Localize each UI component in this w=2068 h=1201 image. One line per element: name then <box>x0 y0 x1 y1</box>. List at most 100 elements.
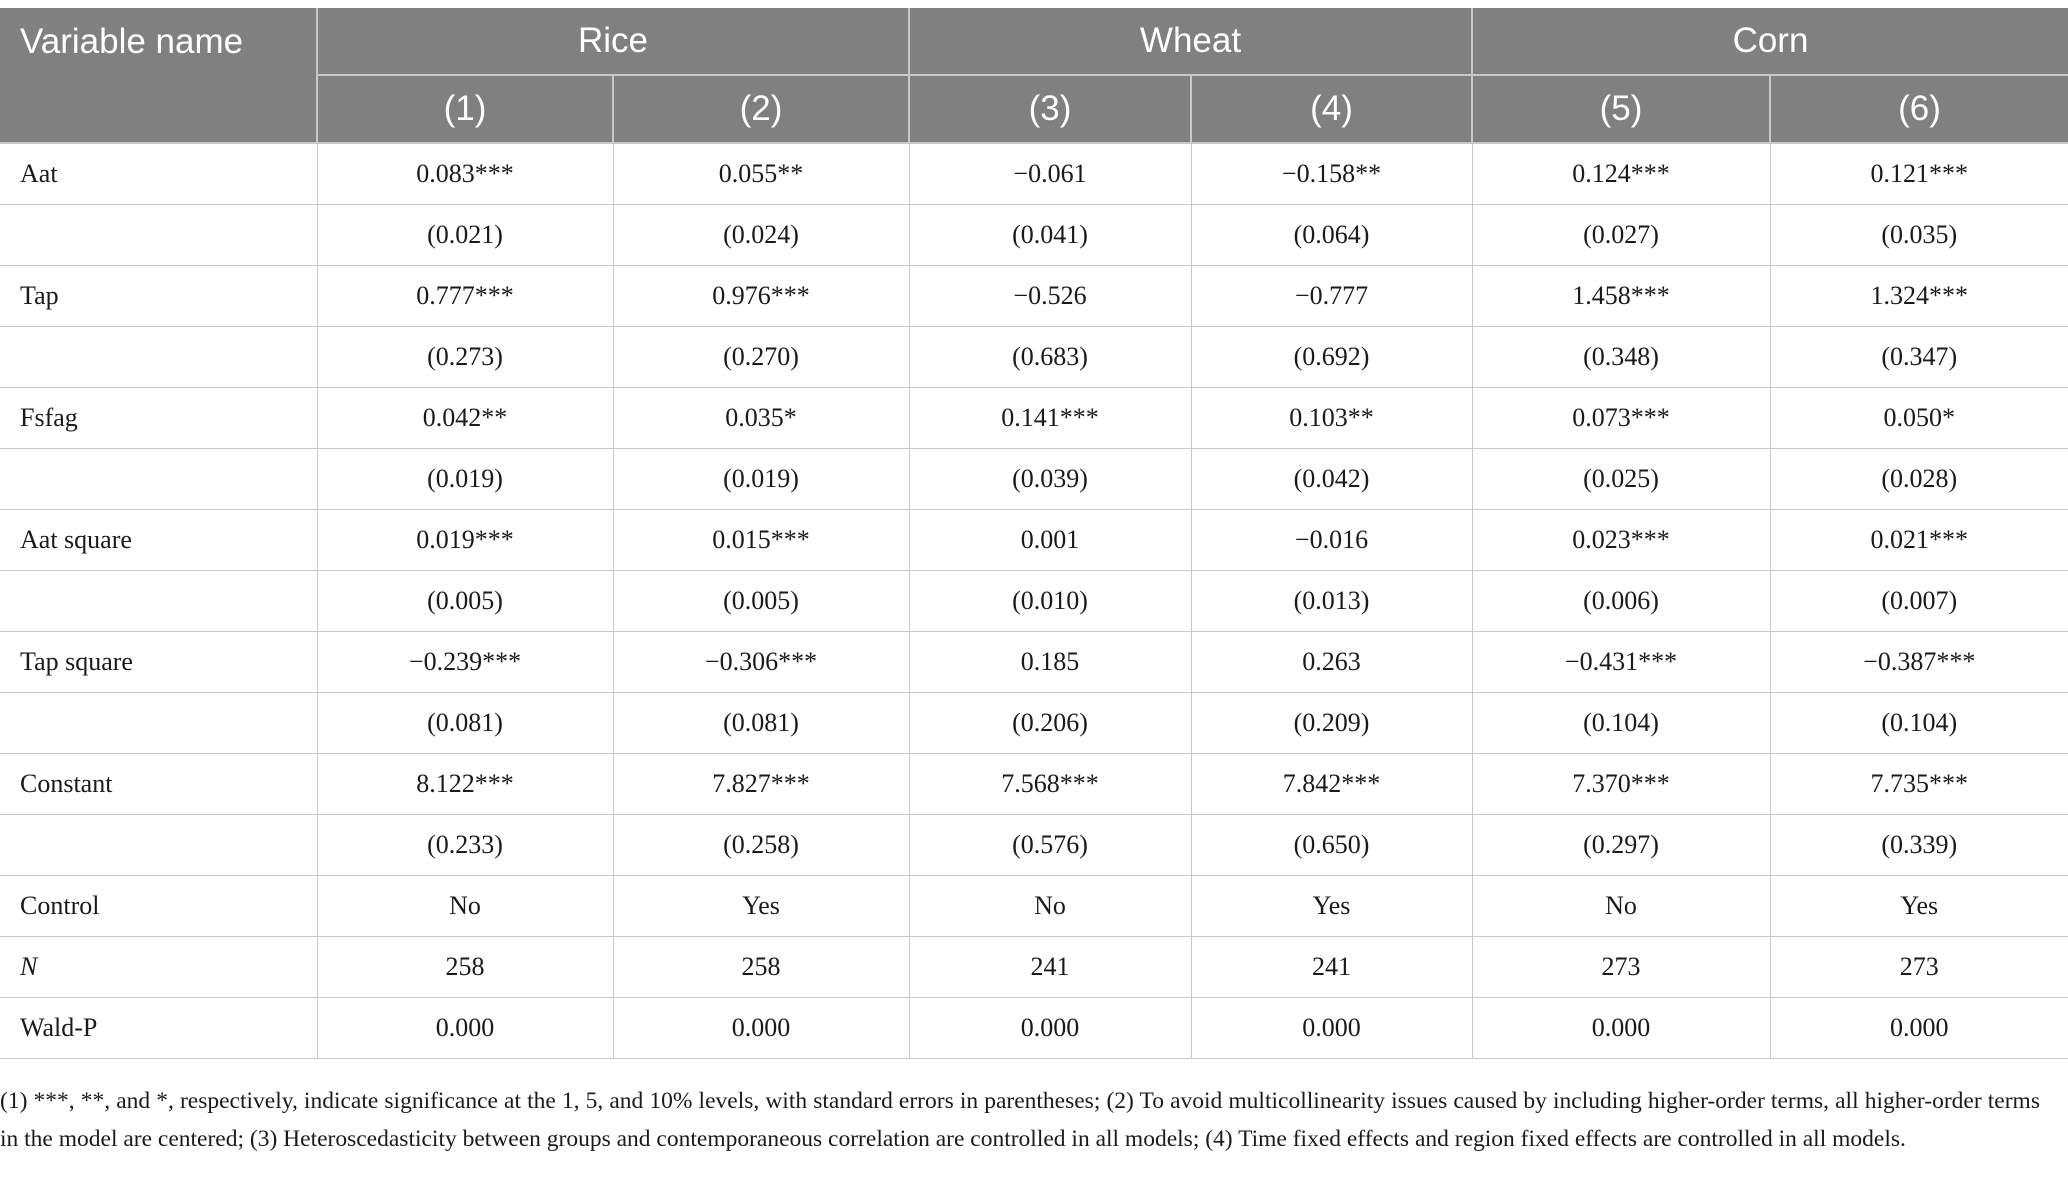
table-cell: 7.735*** <box>1769 753 2068 815</box>
table-row: (0.005) (0.005) (0.010) (0.013) (0.006) (0.00… <box>0 570 2068 632</box>
table-row: Aat 0.083*** 0.055** −0.061 −0.158** 0.124***… <box>0 142 2068 205</box>
table-cell: 0.055** <box>612 142 910 205</box>
row-label <box>0 814 318 876</box>
column-header-6: (6) <box>1769 75 2068 144</box>
table-cell: (0.297) <box>1471 814 1771 876</box>
table-cell: (0.005) <box>612 570 910 632</box>
table-cell: 7.842*** <box>1190 753 1473 815</box>
table-cell: Yes <box>1769 875 2068 937</box>
table-cell: 0.976*** <box>612 265 910 327</box>
table-cell: (0.104) <box>1769 692 2068 754</box>
table-row: N 258 258 241 241 273 273 <box>0 936 2068 998</box>
table-row: Wald-P 0.000 0.000 0.000 0.000 0.000 0.000 <box>0 997 2068 1059</box>
table-cell: (0.258) <box>612 814 910 876</box>
table-cell: 258 <box>612 936 910 998</box>
row-label: Fsfag <box>0 387 318 449</box>
table-cell: −0.526 <box>908 265 1192 327</box>
table-cell: (0.206) <box>908 692 1192 754</box>
table-cell: (0.064) <box>1190 204 1473 266</box>
table-row: Tap square −0.239*** −0.306*** 0.185 0.263 −0… <box>0 631 2068 693</box>
row-label <box>0 692 318 754</box>
table-row: (0.233) (0.258) (0.576) (0.650) (0.297) (0.33… <box>0 814 2068 876</box>
table-cell: 241 <box>908 936 1192 998</box>
table-cell: 1.324*** <box>1769 265 2068 327</box>
table-cell: 0.042** <box>316 387 614 449</box>
table-cell: (0.104) <box>1471 692 1771 754</box>
table-cell: 8.122*** <box>316 753 614 815</box>
row-label: N <box>0 936 318 998</box>
row-label: Tap square <box>0 631 318 693</box>
column-header-2: (2) <box>612 75 910 144</box>
table-cell: 0.124*** <box>1471 142 1771 205</box>
column-header-3: (3) <box>908 75 1192 144</box>
table-cell: (0.028) <box>1769 448 2068 510</box>
table-cell: −0.431*** <box>1471 631 1771 693</box>
table-cell: 0.000 <box>1471 997 1771 1059</box>
table-cell: No <box>908 875 1192 937</box>
table-cell: 1.458*** <box>1471 265 1771 327</box>
table-row: (0.273) (0.270) (0.683) (0.692) (0.348) (0.34… <box>0 326 2068 388</box>
table-cell: 0.777*** <box>316 265 614 327</box>
table-cell: (0.007) <box>1769 570 2068 632</box>
row-label <box>0 570 318 632</box>
table-cell: (0.019) <box>612 448 910 510</box>
table-cell: 0.000 <box>1769 997 2068 1059</box>
table-cell: (0.019) <box>316 448 614 510</box>
table-cell: −0.061 <box>908 142 1192 205</box>
table-cell: (0.081) <box>316 692 614 754</box>
table-cell: 0.000 <box>316 997 614 1059</box>
table-cell: (0.348) <box>1471 326 1771 388</box>
table-cell: No <box>1471 875 1771 937</box>
table-cell: 7.370*** <box>1471 753 1771 815</box>
table-cell: (0.039) <box>908 448 1192 510</box>
table-cell: 0.035* <box>612 387 910 449</box>
column-header-5: (5) <box>1471 75 1771 144</box>
table-cell: (0.006) <box>1471 570 1771 632</box>
group-header-wheat: Wheat <box>908 8 1473 76</box>
table-cell: 0.000 <box>908 997 1192 1059</box>
table-row: Aat square 0.019*** 0.015*** 0.001 −0.016 0.0… <box>0 509 2068 571</box>
table-cell: (0.339) <box>1769 814 2068 876</box>
row-label: Tap <box>0 265 318 327</box>
table-cell: (0.042) <box>1190 448 1473 510</box>
row-label: Control <box>0 875 318 937</box>
row-label: Aat <box>0 142 318 205</box>
table-cell: 0.021*** <box>1769 509 2068 571</box>
table-cell: 0.023*** <box>1471 509 1771 571</box>
table-cell: Yes <box>1190 875 1473 937</box>
table-cell: (0.041) <box>908 204 1192 266</box>
table-cell: (0.010) <box>908 570 1192 632</box>
table-cell: (0.270) <box>612 326 910 388</box>
table-body: Aat 0.083*** 0.055** −0.061 −0.158** 0.124***… <box>0 142 2068 1059</box>
table-cell: (0.650) <box>1190 814 1473 876</box>
table-cell: (0.081) <box>612 692 910 754</box>
table-row: (0.021) (0.024) (0.041) (0.064) (0.027) (0.03… <box>0 204 2068 266</box>
column-header-1: (1) <box>316 75 614 144</box>
table-cell: (0.209) <box>1190 692 1473 754</box>
group-header-rice: Rice <box>316 8 910 76</box>
table-cell: (0.025) <box>1471 448 1771 510</box>
table-row: Tap 0.777*** 0.976*** −0.526 −0.777 1.458*** 1… <box>0 265 2068 327</box>
table-cell: 0.263 <box>1190 631 1473 693</box>
table-cell: 0.083*** <box>316 142 614 205</box>
table-cell: No <box>316 875 614 937</box>
table-cell: (0.024) <box>612 204 910 266</box>
row-label: Wald-P <box>0 997 318 1059</box>
table-cell: 273 <box>1471 936 1771 998</box>
table-cell: 258 <box>316 936 614 998</box>
row-label: Constant <box>0 753 318 815</box>
table-row: (0.081) (0.081) (0.206) (0.209) (0.104) (0.10… <box>0 692 2068 754</box>
table-cell: 0.001 <box>908 509 1192 571</box>
table-cell: 0.141*** <box>908 387 1192 449</box>
table-cell: Yes <box>612 875 910 937</box>
table-cell: (0.576) <box>908 814 1192 876</box>
group-header-corn: Corn <box>1471 8 2068 76</box>
table-cell: (0.683) <box>908 326 1192 388</box>
group-header-row: Variable name Rice Wheat Corn <box>0 8 2068 144</box>
table-cell: (0.692) <box>1190 326 1473 388</box>
table-cell: −0.239*** <box>316 631 614 693</box>
table-row: (0.019) (0.019) (0.039) (0.042) (0.025) (0.02… <box>0 448 2068 510</box>
variable-name-header: Variable name <box>0 8 318 144</box>
table-cell: (0.013) <box>1190 570 1473 632</box>
table-header: Variable name Rice Wheat Corn (1) (2) (3… <box>0 8 2068 144</box>
